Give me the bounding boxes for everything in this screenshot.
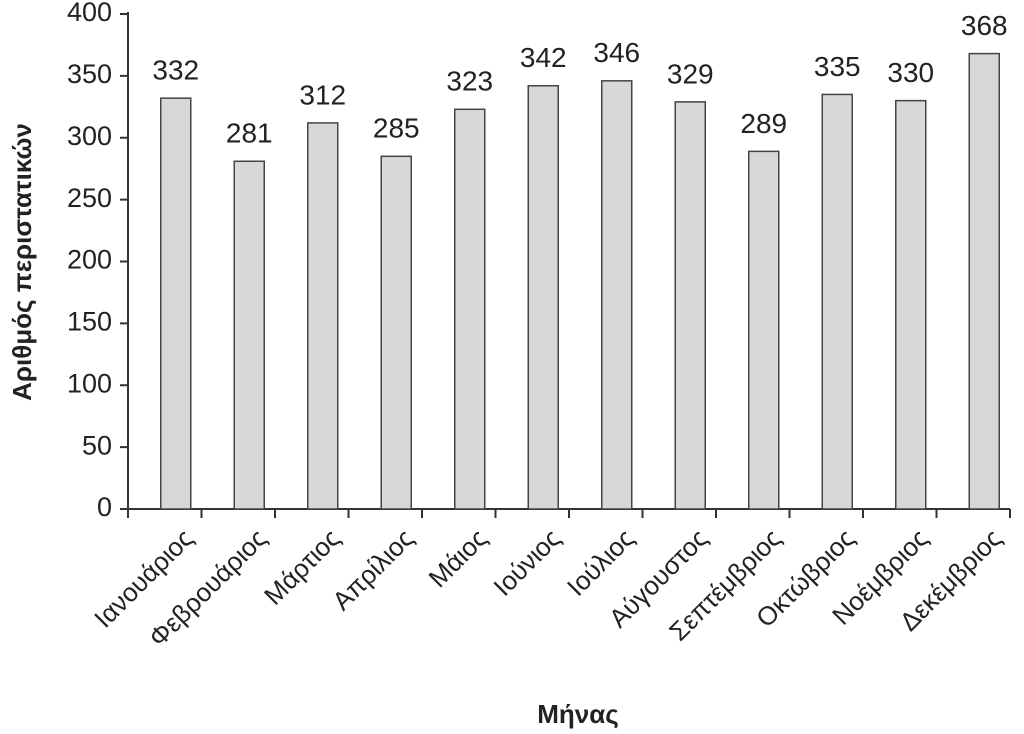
x-tick-label: Ιούνιος — [487, 523, 566, 602]
y-tick-label: 300 — [67, 121, 112, 151]
bar — [895, 99, 927, 510]
bar — [821, 93, 853, 510]
bar — [454, 108, 486, 510]
value-label: 342 — [520, 42, 567, 73]
x-tick-label: Απρίλιος — [326, 523, 419, 616]
value-label: 312 — [299, 79, 346, 110]
x-axis-title: Μήνας — [537, 699, 619, 729]
bar — [968, 52, 1000, 510]
value-label: 335 — [814, 51, 861, 82]
bar — [601, 80, 633, 510]
value-label: 281 — [226, 118, 273, 149]
value-label: 346 — [593, 37, 640, 68]
bar — [527, 85, 559, 510]
y-tick-label: 200 — [67, 245, 112, 275]
y-tick-label: 150 — [67, 307, 112, 337]
value-label: 368 — [961, 10, 1008, 41]
value-label: 332 — [152, 55, 199, 86]
y-axis-title: Αριθμός περιστατικών — [7, 123, 37, 401]
y-tick-label: 350 — [67, 59, 112, 89]
value-label: 323 — [446, 66, 493, 97]
bar — [307, 122, 339, 510]
y-tick-label: 0 — [97, 492, 112, 522]
x-tick-label: Μάιος — [423, 523, 493, 593]
y-tick-label: 400 — [67, 0, 112, 27]
bar — [674, 101, 706, 510]
bar — [380, 155, 412, 510]
value-label: 289 — [740, 108, 787, 139]
bar — [748, 150, 780, 510]
bar — [233, 160, 265, 510]
y-tick-label: 100 — [67, 368, 112, 398]
y-tick-label: 50 — [82, 430, 112, 460]
bar — [160, 97, 192, 510]
value-label: 285 — [373, 113, 420, 144]
value-label: 329 — [667, 58, 714, 89]
y-tick-label: 250 — [67, 183, 112, 213]
value-label: 330 — [887, 57, 934, 88]
